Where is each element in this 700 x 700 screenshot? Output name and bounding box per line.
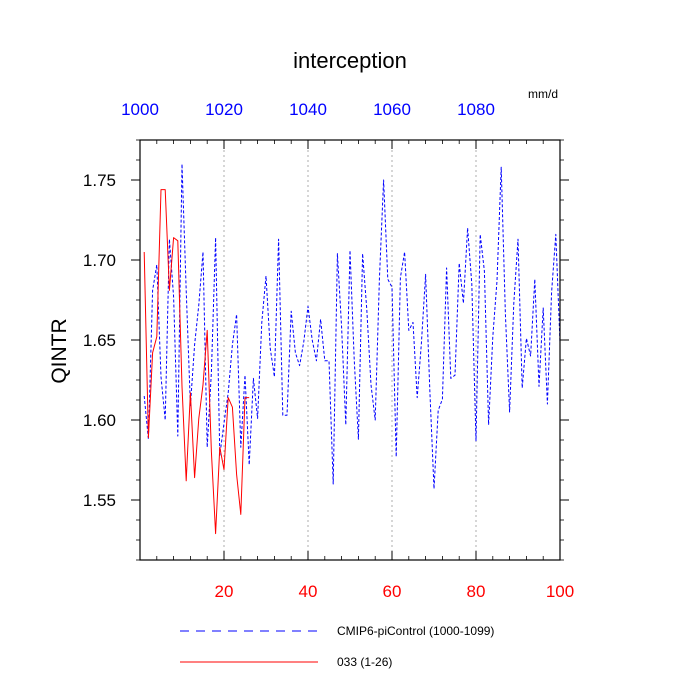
legend-label-cmip6: CMIP6-piControl (1000-1099) [337,624,494,638]
y-tick-label: 1.75 [83,171,116,190]
x-tick-label: 60 [383,582,402,601]
y-tick-label: 1.60 [83,411,116,430]
x2-tick-label: 1000 [121,100,159,119]
series-line-0 [143,163,561,490]
tick-labels: 20 40 60 80 100 1000 1020 1040 1060 1080 1.55 1.60 1… [83,100,574,601]
y-axis-label: QINTR [48,318,71,383]
units-label: mm/d [528,87,558,101]
x2-tick-label: 1040 [289,100,327,119]
legend: CMIP6-piControl (1000-1099) 033 (1-26) [180,624,494,669]
y-tick-label: 1.70 [83,251,116,270]
x-tick-label: 80 [467,582,486,601]
series-line-1 [143,189,250,535]
x-tick-label: 100 [546,582,574,601]
y-tick-label: 1.55 [83,491,116,510]
x-gridlines [223,140,477,560]
x-tick-label: 20 [215,582,234,601]
series-layer [143,163,561,535]
plot-frame [139,139,561,561]
y-tick-label: 1.65 [83,331,116,350]
major-ticks [131,140,569,560]
x-tick-label: 40 [299,582,318,601]
chart-title: interception [293,48,407,73]
legend-label-033: 033 (1-26) [337,655,392,669]
x2-tick-label: 1060 [373,100,411,119]
x2-tick-label: 1080 [457,100,495,119]
x2-tick-label: 1020 [205,100,243,119]
